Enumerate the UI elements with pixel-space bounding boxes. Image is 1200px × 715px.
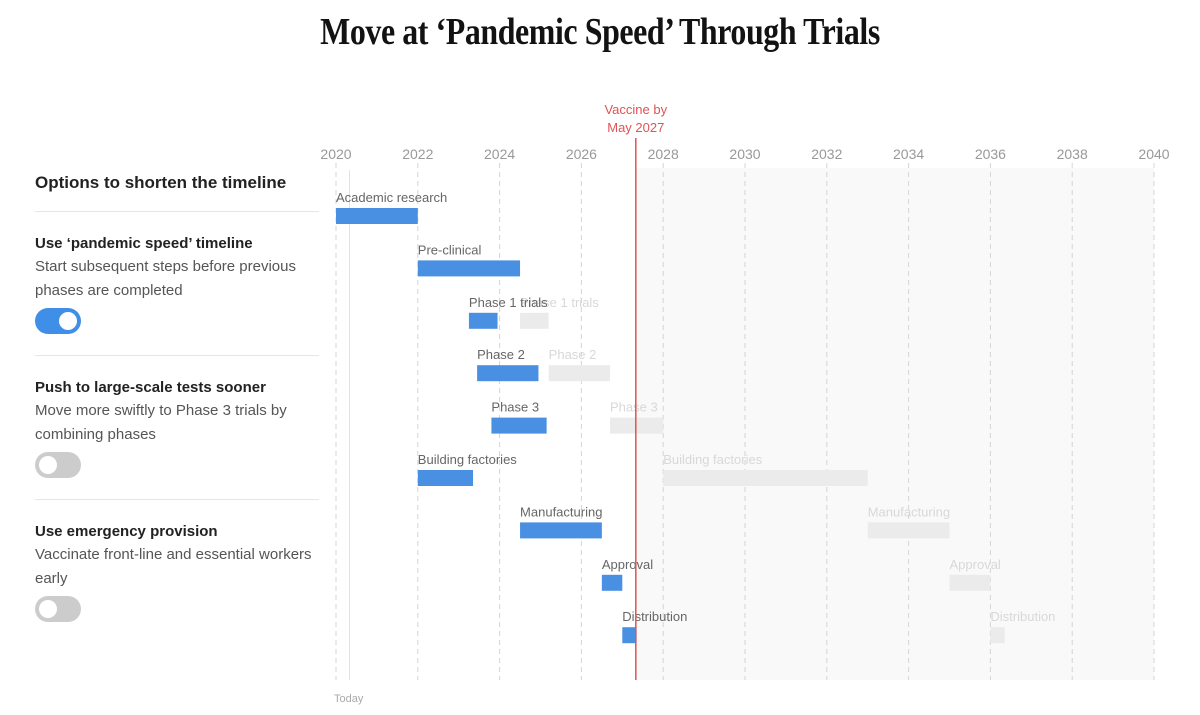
toggle-knob <box>59 312 77 330</box>
marker-label-line1: Vaccine by <box>604 102 667 117</box>
original-bar <box>520 312 549 329</box>
accelerated-bar <box>491 417 547 434</box>
original-bar <box>990 627 1005 644</box>
original-bar <box>949 574 991 591</box>
option-description: Move more swiftly to Phase 3 trials by c… <box>35 402 287 443</box>
accelerated-bar <box>336 208 418 224</box>
original-bar-label: Manufacturing <box>868 504 950 519</box>
today-label: Today <box>334 693 364 705</box>
tick-label: 2022 <box>402 146 433 162</box>
future-shading <box>635 168 1154 680</box>
emergency-provision-toggle[interactable] <box>35 596 81 622</box>
tick-label: 2028 <box>648 146 679 162</box>
toggle-knob <box>39 456 57 474</box>
tick-label: 2026 <box>566 146 597 162</box>
chart-title: Move at ‘Pandemic Speed’ Through Trials <box>320 11 880 53</box>
task-label: Building factories <box>418 452 517 467</box>
option-title: Use emergency provision <box>35 523 218 540</box>
task-label: Approval <box>602 557 653 572</box>
accelerated-bar <box>417 260 521 277</box>
option-description: Start subsequent steps before previous p… <box>35 258 296 299</box>
original-bar <box>548 365 611 382</box>
task-label: Distribution <box>622 609 687 624</box>
tick-label: 2034 <box>893 146 924 162</box>
original-bar-label: Phase 3 <box>610 400 658 415</box>
accelerated-bar <box>601 574 623 591</box>
options-panel: Options to shorten the timeline Use ‘pan… <box>35 168 319 644</box>
toggle-knob <box>39 600 57 618</box>
accelerated-bar <box>622 627 637 644</box>
task-label: Academic research <box>336 190 447 205</box>
accelerated-bar <box>468 312 498 329</box>
tick-label: 2024 <box>484 146 515 162</box>
tick-label: 2040 <box>1138 146 1169 162</box>
original-bar-label: Approval <box>950 557 1001 572</box>
original-bar-label: Distribution <box>990 609 1055 624</box>
large-scale-tests-toggle[interactable] <box>35 452 81 478</box>
tick-label: 2036 <box>975 146 1006 162</box>
task-label: Manufacturing <box>520 504 602 519</box>
original-bar-label: Phase 2 <box>549 347 597 362</box>
option-description: Vaccinate front-line and essential worke… <box>35 546 312 587</box>
marker-label-line2: May 2027 <box>607 120 664 135</box>
task-label: Pre-clinical <box>418 242 482 257</box>
task-label: Phase 2 <box>477 347 525 362</box>
accelerated-bar <box>417 470 474 486</box>
option-emergency-provision: Use emergency provision Vaccinate front-… <box>35 500 319 644</box>
task-label: Phase 3 <box>491 400 539 415</box>
original-bar <box>610 417 664 434</box>
option-large-scale-tests: Push to large-scale tests sooner Move mo… <box>35 356 319 500</box>
tick-label: 2030 <box>729 146 760 162</box>
option-title: Push to large-scale tests sooner <box>35 379 266 396</box>
tick-label: 2038 <box>1057 146 1088 162</box>
options-heading: Options to shorten the timeline <box>35 168 319 212</box>
accelerated-bar <box>477 365 539 382</box>
option-title: Use ‘pandemic speed’ timeline <box>35 235 253 252</box>
option-pandemic-speed: Use ‘pandemic speed’ timeline Start subs… <box>35 212 319 356</box>
original-bar-label: Phase 1 trials <box>520 295 599 310</box>
tick-label: 2032 <box>811 146 842 162</box>
pandemic-speed-toggle[interactable] <box>35 308 81 334</box>
task-label: Phase 1 trials <box>469 295 548 310</box>
accelerated-bar <box>520 522 602 539</box>
tick-label: 2020 <box>320 146 351 162</box>
original-bar-label: Building factories <box>663 452 762 467</box>
original-bar <box>663 470 868 486</box>
original-bar <box>867 522 950 539</box>
